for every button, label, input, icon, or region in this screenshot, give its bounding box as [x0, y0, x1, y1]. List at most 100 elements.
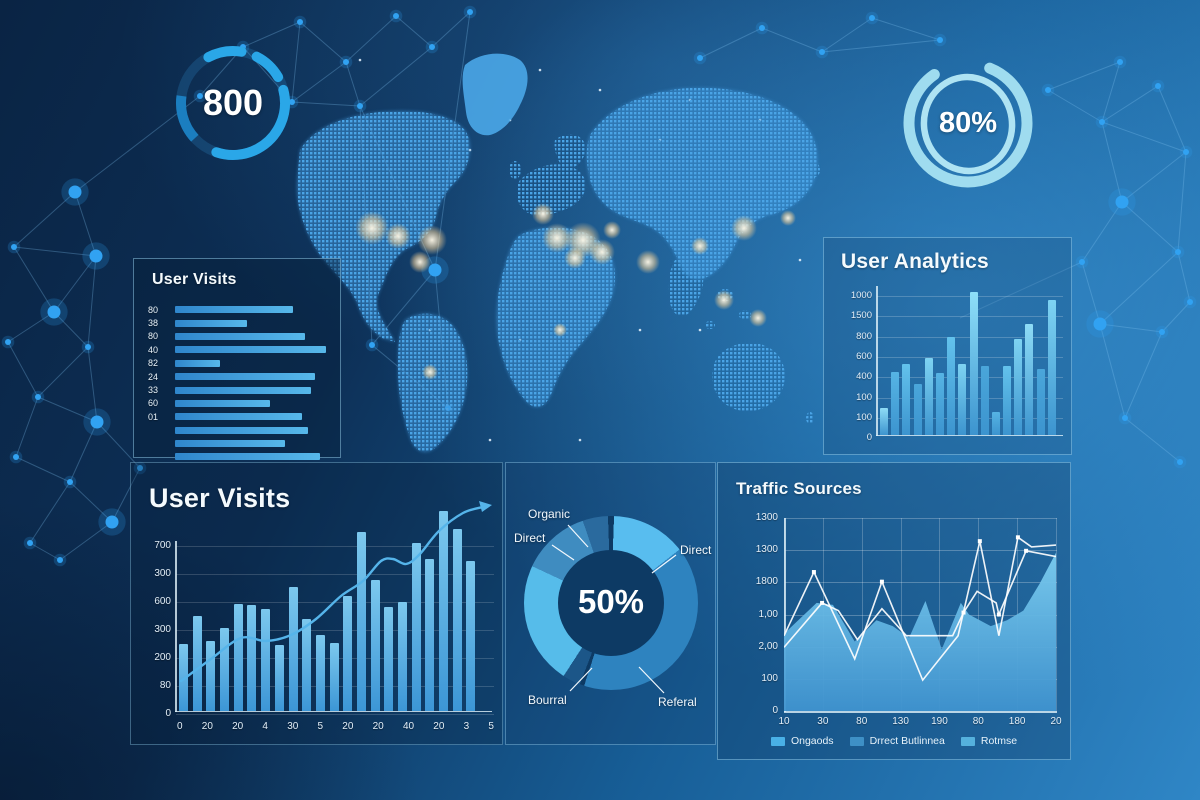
- hbar-item-label: 01: [148, 411, 159, 422]
- hbar-item-fill: [175, 453, 320, 461]
- x-tick: 80: [972, 716, 984, 727]
- panel-user-analytics-title: User Analytics: [841, 250, 989, 273]
- hbar-item-track: [175, 410, 326, 423]
- x-tick: 20: [232, 721, 244, 732]
- plexus-node: [5, 339, 11, 345]
- traffic-marker: [879, 579, 884, 584]
- visits-bar: [288, 586, 298, 711]
- visits-bar: [370, 579, 380, 711]
- analytics-bar: [947, 336, 956, 435]
- visits-trend-line: [179, 501, 492, 683]
- australia: [712, 342, 785, 412]
- hbar-item-track: [175, 330, 326, 343]
- plexus-node: [89, 249, 103, 263]
- new-zealand: [806, 412, 814, 424]
- hbar-item-track: [175, 370, 326, 383]
- x-tick: 20: [1050, 716, 1062, 727]
- hbar-item-fill: [175, 373, 316, 381]
- plexus-node: [85, 344, 91, 350]
- panel-traffic-title: Traffic Sources: [736, 479, 862, 498]
- hbar-item-track: [175, 450, 326, 463]
- world-map: [296, 53, 820, 453]
- x-tick: 30: [817, 716, 829, 727]
- plexus-node: [1115, 195, 1129, 209]
- x-tick: 190: [931, 716, 948, 727]
- y-tick: 1500: [850, 310, 872, 322]
- se-asia-2: [739, 310, 751, 320]
- analytics-bars: [880, 291, 1056, 435]
- hbar-item-fill: [175, 399, 271, 407]
- donut-label-direct-right: Direct: [680, 543, 712, 557]
- panel-donut: 50% Organic Direct Direct Bourral Refera…: [505, 462, 716, 745]
- traffic-marker: [996, 612, 1001, 617]
- donut-label-bourral: Bourral: [528, 693, 567, 707]
- legend-swatch: [960, 736, 975, 746]
- gridline: [900, 518, 902, 711]
- hbar-item-label: 33: [148, 385, 159, 396]
- hbar-item-fill: [175, 346, 326, 354]
- hbar-item: 80: [148, 330, 326, 343]
- y-tick: 80: [159, 680, 171, 691]
- hbar-item: 33: [148, 383, 326, 396]
- traffic-marker: [961, 610, 966, 615]
- y-tick: 600: [856, 350, 872, 362]
- hbar-item: [148, 424, 326, 437]
- traffic-area: [784, 552, 1056, 711]
- plexus-node: [343, 59, 349, 65]
- hbar-item-track: [175, 357, 326, 370]
- hbar-item-track: [175, 316, 326, 329]
- visits-bar: [466, 560, 476, 711]
- legend-swatch: [770, 736, 785, 746]
- y-tick: 300: [154, 624, 171, 635]
- south-america: [398, 313, 468, 453]
- y-tick: 300: [154, 568, 171, 579]
- legend-label: Rotmse: [980, 735, 1018, 747]
- legend-swatch: [849, 736, 864, 746]
- gridline: [176, 630, 494, 631]
- x-tick: 180: [1008, 716, 1026, 727]
- plexus-node: [68, 185, 82, 199]
- hbar-item-track: [175, 383, 326, 396]
- plexus-node: [937, 37, 943, 43]
- panel-traffic-sources: Traffic Sources 1300 1300 1800 1,00 2,00 100 0…: [717, 462, 1071, 760]
- analytics-bar: [891, 371, 900, 435]
- donut-label-organic: Organic: [528, 507, 571, 521]
- plexus-node: [197, 93, 203, 99]
- y-tick: 600: [154, 596, 171, 607]
- visits-bar: [206, 640, 216, 711]
- plexus-node: [1093, 317, 1107, 331]
- hbar-item: 60: [148, 397, 326, 410]
- gridline: [176, 574, 494, 575]
- gauge-left: 800: [168, 38, 298, 168]
- plexus-node: [1183, 149, 1189, 155]
- y-tick: 1,00: [758, 608, 778, 620]
- scandinavia: [554, 134, 586, 170]
- plexus-node: [1159, 329, 1165, 335]
- traffic-marker: [1015, 535, 1020, 540]
- visits-bar: [179, 643, 188, 711]
- gridline: [785, 518, 1057, 519]
- visits-bar: [411, 542, 421, 711]
- plexus-node: [11, 244, 17, 250]
- hbar-item-fill: [175, 319, 248, 327]
- hbar-item: 24: [148, 370, 326, 383]
- hbar-item: 80: [148, 303, 326, 316]
- x-tick: 20: [372, 721, 384, 732]
- plexus-node: [1187, 299, 1193, 305]
- hbar-item: 40: [148, 343, 326, 356]
- x-tick: 4: [262, 721, 268, 732]
- gridline: [978, 518, 980, 711]
- gauge-right-ring: [903, 58, 1033, 188]
- plexus-node: [13, 454, 19, 460]
- hbar-item-fill: [175, 426, 308, 434]
- hbar-item: [148, 437, 326, 450]
- x-tick: 30: [287, 721, 299, 732]
- x-tick: 20: [342, 721, 354, 732]
- gauge-left-value: 800: [202, 82, 264, 123]
- y-tick: 100: [856, 411, 872, 423]
- hbar-item-fill: [175, 332, 305, 340]
- hbar-item-fill: [175, 306, 293, 314]
- hbar-item-fill: [175, 386, 311, 394]
- traffic-legend: Ongaods Drrect Butlinnea Rotmse: [718, 735, 1070, 747]
- donut-center-label: 50%: [577, 583, 645, 620]
